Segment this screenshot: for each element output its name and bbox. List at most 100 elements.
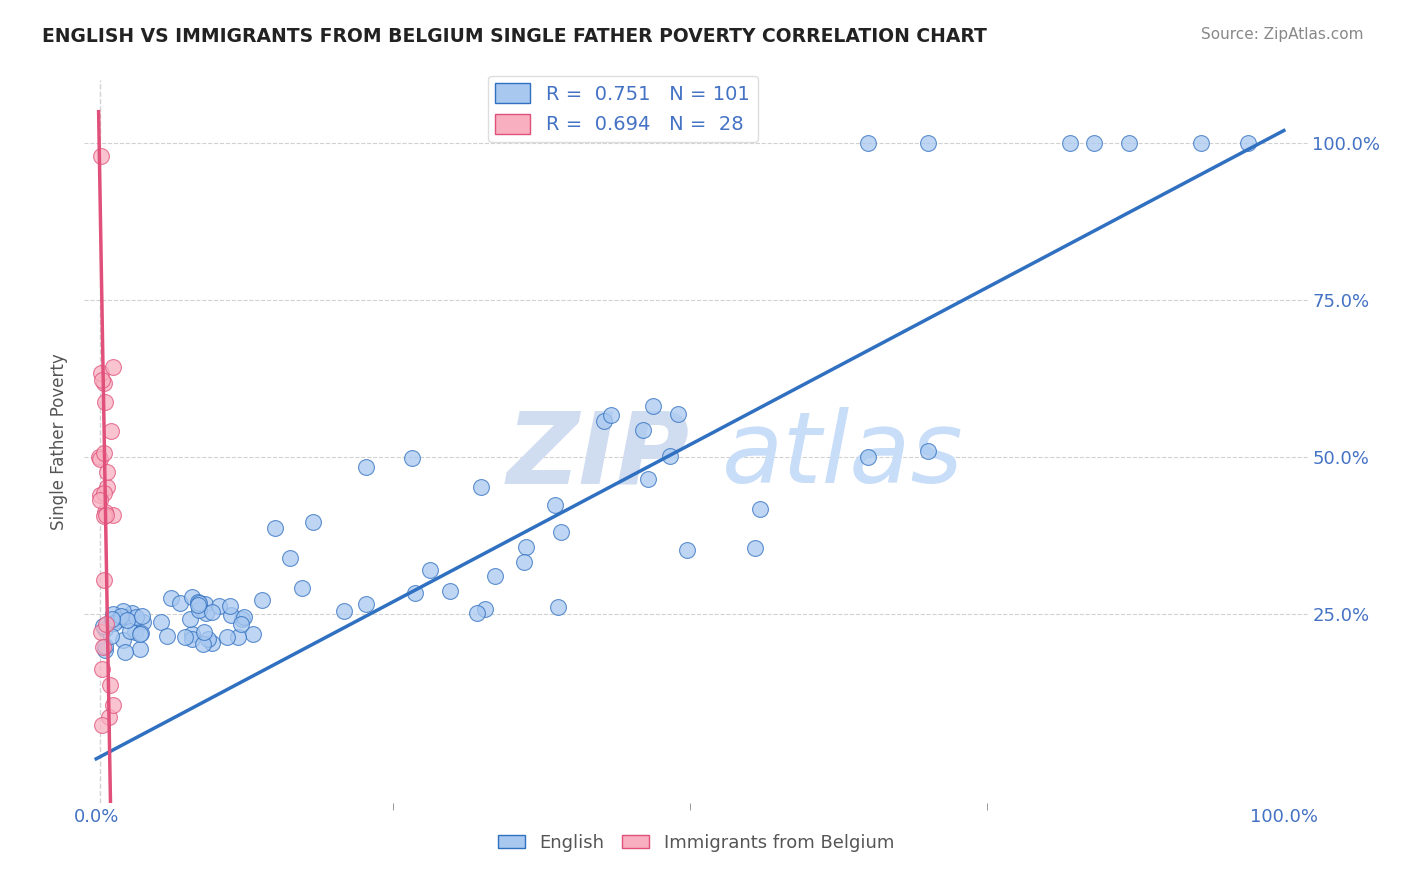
Point: [93, 446, 115, 460]
Point: [599, 409, 621, 423]
Point: [1189, 136, 1212, 150]
Point: [187, 595, 209, 609]
Point: [187, 598, 209, 612]
Point: [181, 590, 204, 604]
Point: [129, 626, 152, 640]
Point: [550, 524, 572, 539]
Legend: English, Immigrants from Belgium: English, Immigrants from Belgium: [491, 826, 901, 859]
Point: [90, 149, 112, 163]
Point: [103, 607, 125, 621]
Point: [100, 629, 122, 643]
Point: [1059, 136, 1081, 150]
Point: [201, 605, 224, 619]
Point: [120, 624, 142, 638]
Point: [188, 596, 211, 610]
Point: [129, 642, 152, 657]
Point: [96, 508, 118, 523]
Point: [91, 662, 114, 676]
Point: [169, 596, 191, 610]
Point: [215, 630, 238, 644]
Point: [110, 609, 132, 624]
Point: [179, 612, 201, 626]
Point: [637, 473, 659, 487]
Point: [180, 632, 202, 646]
Point: [111, 604, 134, 618]
Point: [658, 449, 681, 463]
Point: [94, 622, 117, 636]
Point: [201, 636, 224, 650]
Point: [278, 550, 301, 565]
Point: [666, 408, 689, 422]
Point: [91, 640, 114, 654]
Point: [101, 360, 124, 375]
Point: [401, 451, 423, 466]
Point: [98, 677, 121, 691]
Text: ENGLISH VS IMMIGRANTS FROM BELGIUM SINGLE FATHER POVERTY CORRELATION CHART: ENGLISH VS IMMIGRANTS FROM BELGIUM SINGL…: [42, 27, 987, 45]
Point: [474, 601, 496, 615]
Point: [100, 611, 122, 625]
Point: [93, 485, 115, 500]
Point: [93, 573, 115, 587]
Point: [90, 366, 112, 380]
Point: [917, 444, 939, 458]
Text: Source: ZipAtlas.com: Source: ZipAtlas.com: [1201, 27, 1364, 42]
Point: [110, 611, 132, 625]
Point: [226, 630, 249, 644]
Point: [89, 452, 111, 467]
Point: [231, 611, 253, 625]
Point: [187, 602, 209, 616]
Point: [233, 610, 256, 624]
Point: [354, 459, 377, 474]
Point: [219, 608, 242, 623]
Point: [917, 136, 939, 150]
Point: [749, 501, 772, 516]
Point: [544, 498, 567, 512]
Point: [159, 591, 181, 606]
Point: [107, 614, 129, 628]
Point: [96, 465, 118, 479]
Point: [547, 600, 569, 615]
Point: [94, 643, 117, 657]
Point: [93, 509, 115, 524]
Point: [513, 555, 536, 569]
Point: [101, 508, 124, 523]
Point: [195, 606, 218, 620]
Point: [229, 616, 252, 631]
Point: [419, 563, 441, 577]
Point: [333, 604, 356, 618]
Point: [218, 599, 240, 613]
Point: [94, 617, 117, 632]
Point: [156, 629, 179, 643]
Point: [193, 624, 215, 639]
Point: [98, 710, 121, 724]
Point: [111, 632, 134, 647]
Point: [675, 542, 697, 557]
Point: [96, 479, 118, 493]
Text: ZIP: ZIP: [506, 408, 689, 505]
Point: [439, 583, 461, 598]
Point: [263, 521, 285, 535]
Point: [1237, 136, 1260, 150]
Point: [197, 632, 219, 647]
Point: [131, 608, 153, 623]
Point: [100, 425, 122, 439]
Point: [90, 718, 112, 732]
Point: [207, 599, 229, 614]
Point: [484, 569, 506, 583]
Point: [87, 450, 110, 464]
Point: [302, 515, 325, 529]
Point: [93, 395, 115, 409]
Point: [129, 626, 152, 640]
Point: [1118, 136, 1140, 150]
Point: [93, 376, 115, 391]
Point: [124, 610, 146, 624]
Point: [101, 698, 124, 713]
Point: [856, 450, 879, 465]
Point: [90, 373, 112, 387]
Point: [250, 593, 273, 607]
Y-axis label: Single Father Poverty: Single Father Poverty: [51, 353, 69, 530]
Text: atlas: atlas: [721, 408, 963, 505]
Point: [114, 609, 136, 624]
Point: [191, 637, 214, 651]
Point: [89, 488, 111, 502]
